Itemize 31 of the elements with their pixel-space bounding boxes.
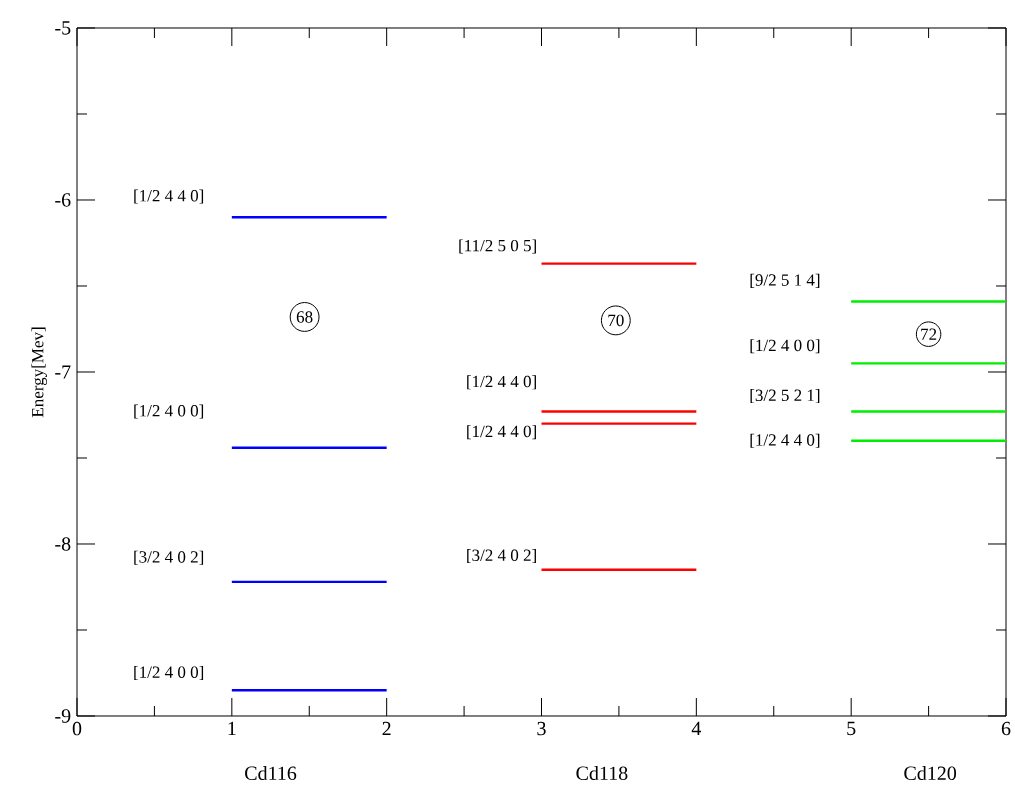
annotation: [11/2 5 0 5] bbox=[459, 239, 536, 254]
x-tick-label: 5 bbox=[847, 721, 856, 736]
y-axis-title: Energy[Mev] bbox=[31, 327, 47, 418]
annotation: [9/2 5 1 4] bbox=[750, 273, 820, 288]
text: Cd116 bbox=[245, 765, 297, 781]
annotation: [1/2 4 4 0] bbox=[134, 189, 204, 204]
y-tick-label: -8 bbox=[55, 537, 71, 551]
x-tick-label: 2 bbox=[382, 721, 391, 736]
x-tick-label: 4 bbox=[691, 721, 702, 736]
annotation: 70 bbox=[608, 314, 624, 327]
annotation: 72 bbox=[921, 328, 937, 340]
annotation: [1/2 4 0 0] bbox=[750, 339, 820, 354]
annotation: [1/2 4 4 0] bbox=[467, 375, 536, 390]
annotation: [1/2 4 4 0] bbox=[750, 433, 820, 448]
x-tick-label: 3 bbox=[537, 721, 546, 736]
annotation: [1/2 4 0 0] bbox=[134, 404, 204, 419]
x-tick-label: 0 bbox=[72, 721, 82, 736]
y-tick-label: -9 bbox=[55, 709, 71, 723]
y-tick-label: -7 bbox=[55, 365, 71, 379]
annotation: [1/2 4 4 0] bbox=[467, 425, 536, 440]
annotation: 68 bbox=[296, 311, 313, 323]
x-tick-label: 6 bbox=[1001, 721, 1011, 736]
annotation: [3/2 4 0 2] bbox=[467, 549, 536, 564]
text: Cd118 bbox=[576, 765, 628, 781]
annotation: [1/2 4 0 0] bbox=[134, 665, 204, 681]
text: Cd120 bbox=[904, 765, 957, 781]
x-tick-label: 1 bbox=[228, 721, 236, 736]
y-tick-label: -5 bbox=[55, 21, 71, 35]
annotation: [3/2 4 0 2] bbox=[134, 550, 204, 565]
y-tick-label: -6 bbox=[55, 193, 71, 207]
annotation: [3/2 5 2 1] bbox=[750, 389, 820, 404]
